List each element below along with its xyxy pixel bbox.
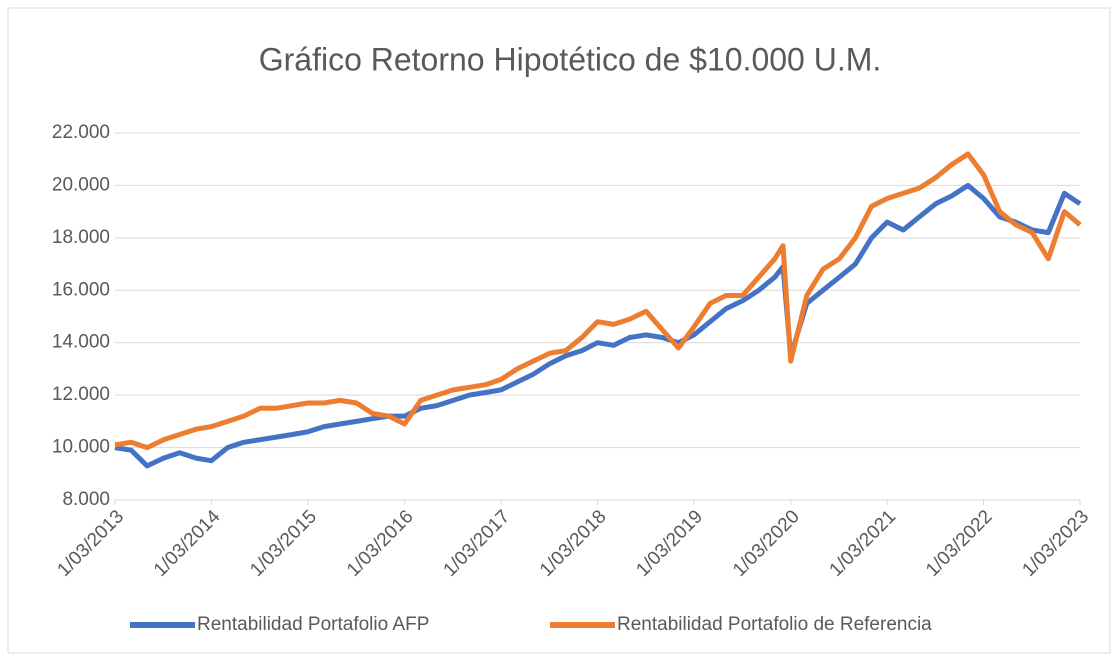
y-tick-label: 16.000 [52,279,110,300]
y-tick-label: 10.000 [52,437,110,458]
chart-title: Gráfico Retorno Hipotético de $10.000 U.… [259,41,882,77]
chart-frame [7,7,1111,654]
data-line [114,151,1082,451]
y-tick-label: 8.000 [62,489,110,510]
legend-label: Rentabilidad Portafolio AFP [197,614,429,635]
y-tick-label: 14.000 [52,332,110,353]
data-line [114,182,1082,469]
y-tick-label: 12.000 [52,384,110,405]
legend-label: Rentabilidad Portafolio de Referencia [617,614,932,635]
y-tick-label: 18.000 [52,227,110,248]
y-tick-label: 22.000 [52,122,110,143]
y-tick-label: 20.000 [52,174,110,195]
